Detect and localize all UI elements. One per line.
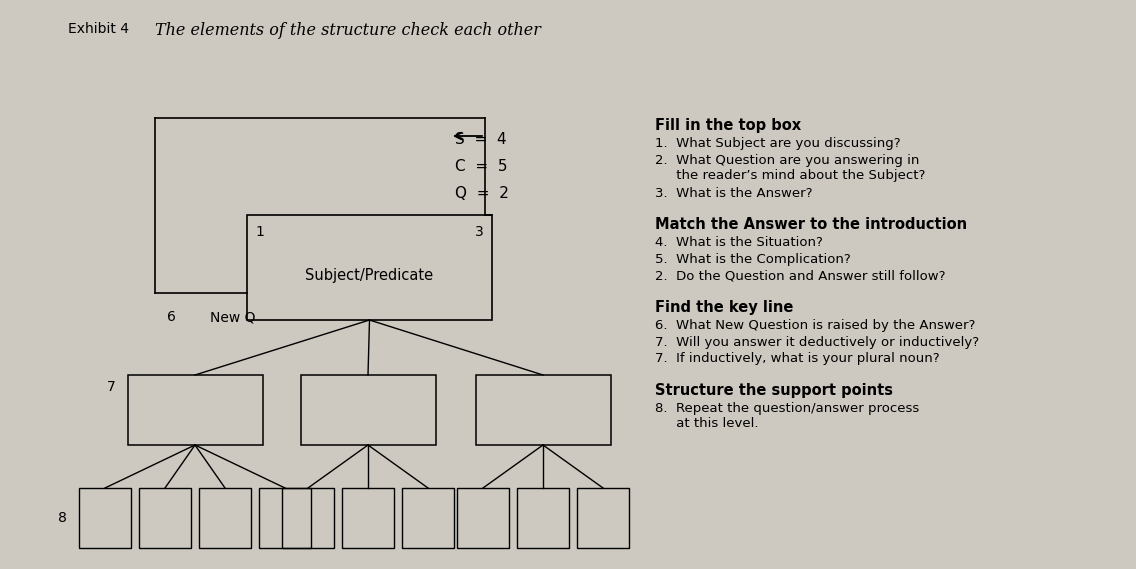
Text: 1: 1 xyxy=(254,225,264,239)
Bar xyxy=(457,488,509,548)
Text: Exhibit 4: Exhibit 4 xyxy=(68,22,130,36)
Bar xyxy=(476,375,610,445)
Text: Subject/Predicate: Subject/Predicate xyxy=(306,268,434,283)
Text: 8: 8 xyxy=(58,511,67,525)
Bar xyxy=(517,488,569,548)
Bar xyxy=(342,488,394,548)
Text: 7.  Will you answer it deductively or inductively?: 7. Will you answer it deductively or ind… xyxy=(655,336,979,349)
Text: New Q: New Q xyxy=(210,310,256,324)
Text: 7: 7 xyxy=(107,380,116,394)
Text: 6: 6 xyxy=(167,310,176,324)
Bar xyxy=(139,488,191,548)
Text: Structure the support points: Structure the support points xyxy=(655,383,893,398)
Bar xyxy=(282,488,334,548)
Text: 4.  What is the Situation?: 4. What is the Situation? xyxy=(655,236,822,249)
Text: 8.  Repeat the question/answer process
     at this level.: 8. Repeat the question/answer process at… xyxy=(655,402,919,430)
Text: 5.  What is the Complication?: 5. What is the Complication? xyxy=(655,253,851,266)
Text: 7.  If inductively, what is your plural noun?: 7. If inductively, what is your plural n… xyxy=(655,352,939,365)
Bar xyxy=(247,215,492,320)
Text: Q  =  2: Q = 2 xyxy=(456,186,509,201)
Text: C  =  5: C = 5 xyxy=(456,159,508,174)
Text: 2.  Do the Question and Answer still follow?: 2. Do the Question and Answer still foll… xyxy=(655,270,945,283)
Bar xyxy=(402,488,454,548)
Bar xyxy=(80,488,131,548)
Text: 2.  What Question are you answering in
     the reader’s mind about the Subject?: 2. What Question are you answering in th… xyxy=(655,154,926,182)
Bar xyxy=(127,375,262,445)
Bar xyxy=(199,488,251,548)
Bar xyxy=(301,375,435,445)
Bar xyxy=(577,488,629,548)
Text: 6.  What New Question is raised by the Answer?: 6. What New Question is raised by the An… xyxy=(655,319,976,332)
Text: Fill in the top box: Fill in the top box xyxy=(655,118,801,133)
Text: 3: 3 xyxy=(475,225,484,239)
Bar xyxy=(259,488,311,548)
Text: Match the Answer to the introduction: Match the Answer to the introduction xyxy=(655,217,967,232)
Text: Find the key line: Find the key line xyxy=(655,300,793,315)
Text: 3.  What is the Answer?: 3. What is the Answer? xyxy=(655,187,812,200)
Text: The elements of the structure check each other: The elements of the structure check each… xyxy=(154,22,541,39)
Text: S  =  4: S = 4 xyxy=(456,132,507,147)
Text: 1.  What Subject are you discussing?: 1. What Subject are you discussing? xyxy=(655,137,901,150)
